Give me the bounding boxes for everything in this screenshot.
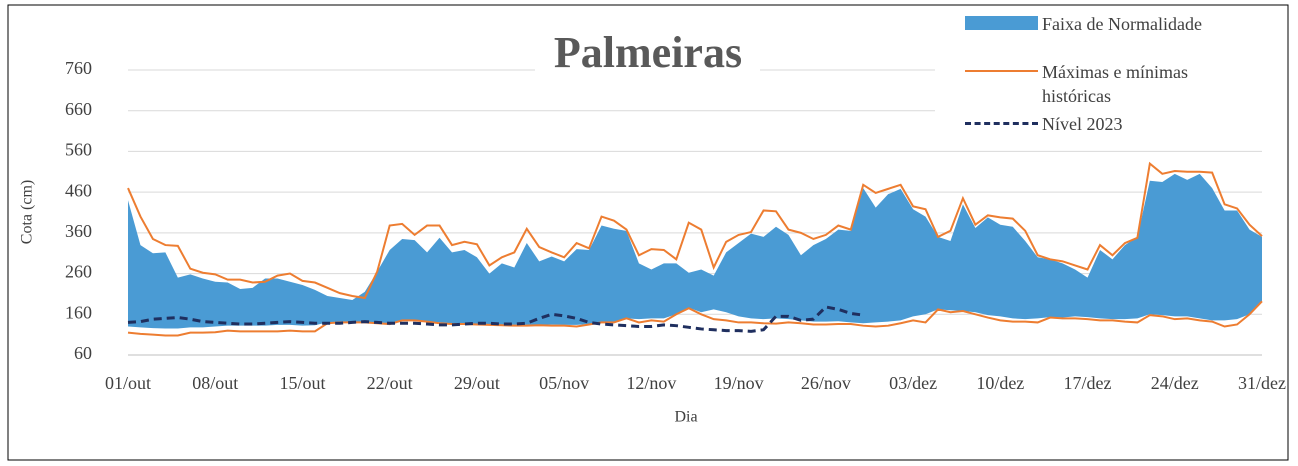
level-line	[127, 305, 864, 333]
y-tick-label: 660	[65, 99, 92, 119]
legend-swatch	[965, 16, 1038, 30]
y-tick-label: 60	[74, 343, 92, 363]
x-tick-label: 29/out	[454, 373, 500, 393]
x-tick-label: 03/dez	[889, 373, 937, 393]
x-tick-label: 31/dez	[1238, 373, 1286, 393]
normal-band	[128, 173, 1262, 329]
y-tick-label: 360	[65, 221, 92, 241]
historic-line	[127, 300, 1263, 337]
x-tick-label: 26/nov	[801, 373, 851, 393]
x-tick-label: 24/dez	[1151, 373, 1199, 393]
legend: Faixa de Normalidade Máximas e mínimas hi…	[935, 8, 1275, 136]
y-tick-label: 260	[65, 262, 92, 282]
x-tick-label: 01/out	[105, 373, 151, 393]
x-tick-label: 08/out	[192, 373, 238, 393]
x-tick-label: 10/dez	[976, 373, 1024, 393]
x-tick-label: 12/nov	[626, 373, 676, 393]
chart-title: Palmeiras	[554, 28, 742, 77]
legend-label: Máximas e mínimas históricas	[1042, 62, 1188, 106]
x-axis-label: Dia	[674, 409, 697, 426]
title-background	[535, 30, 760, 80]
x-tick-label: 17/dez	[1064, 373, 1112, 393]
y-tick-label: 160	[65, 302, 92, 322]
historic-line	[127, 161, 1263, 300]
x-tick-label: 05/nov	[539, 373, 589, 393]
legend-label: Nível 2023	[1042, 114, 1123, 134]
legend-swatch	[965, 70, 1038, 72]
legend-label: Faixa de Normalidade	[1042, 14, 1202, 34]
y-tick-label: 560	[65, 140, 92, 160]
legend-swatch	[965, 122, 1038, 125]
x-tick-label: 19/nov	[714, 373, 764, 393]
x-tick-label: 15/out	[279, 373, 325, 393]
y-tick-label: 460	[65, 180, 92, 200]
y-axis-label: Cota (cm)	[19, 180, 36, 244]
y-tick-label: 760	[65, 58, 92, 78]
x-tick-label: 22/out	[367, 373, 413, 393]
